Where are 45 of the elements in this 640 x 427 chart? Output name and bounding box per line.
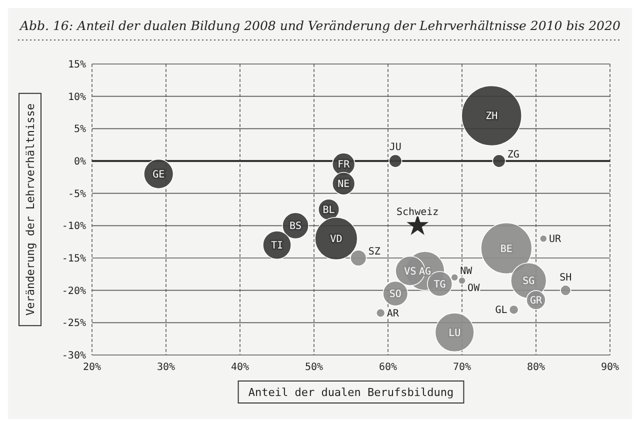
y-tick-label: 15% (68, 60, 86, 70)
annotation: NE (338, 179, 350, 190)
x-tick-label: 30% (156, 362, 176, 373)
y-tick-label: 10% (68, 92, 86, 103)
annotation: UR (548, 234, 562, 246)
x-tick-label: 60% (378, 362, 398, 373)
annotation: NW (460, 266, 474, 277)
annotation: GL (495, 305, 508, 316)
annotation: LU (448, 328, 461, 339)
y-tick-label: -30% (62, 350, 86, 362)
y-tick-label: 5% (74, 124, 86, 136)
annotation: ZH (486, 111, 498, 122)
x-tick-label: 80% (526, 362, 546, 373)
x-tick-label: 90% (600, 362, 620, 373)
annotation: TI (270, 240, 284, 252)
annotation: VS (404, 266, 416, 278)
annotation: BL (322, 205, 335, 216)
y-axis-title: Veränderung der Lehrverhältnisse (24, 104, 37, 316)
annotation: GE (152, 169, 165, 180)
y-tick-label: -5% (68, 188, 86, 200)
x-tick-label: 50% (304, 362, 324, 373)
annotation: TG (434, 279, 446, 290)
annotation: FR (338, 160, 351, 171)
annotation: SG (522, 276, 535, 288)
annotation: SZ (368, 246, 380, 258)
annotation: JU (389, 142, 402, 154)
annotation: SO (389, 289, 402, 300)
x-tick-label: 40% (230, 362, 250, 373)
annotation: ZG (507, 150, 520, 160)
annotation: AR (386, 308, 400, 320)
y-tick-label: -10% (62, 221, 86, 232)
y-tick-label: -20% (62, 286, 86, 297)
y-tick-label: -25% (62, 318, 86, 330)
annotation: GR (530, 296, 543, 307)
chart-title: Abb. 16: Anteil der dualen Bildung 2008 und Veränderung der Lehrverhältnisse 2010 bis 2020 (19, 18, 620, 33)
annotation: BS (289, 221, 302, 232)
annotation: Schweiz (396, 207, 439, 218)
y-tick-label: -15% (62, 254, 86, 264)
annotation: VD (330, 234, 342, 246)
x-tick-label: 70% (452, 362, 472, 373)
y-tick-label: 0% (74, 156, 86, 168)
annotation: BE (500, 244, 512, 255)
annotation: SH (560, 272, 572, 284)
x-tick-label: 20% (82, 362, 102, 373)
x-axis-title: Anteil der dualen Berufsbildung (248, 386, 454, 399)
